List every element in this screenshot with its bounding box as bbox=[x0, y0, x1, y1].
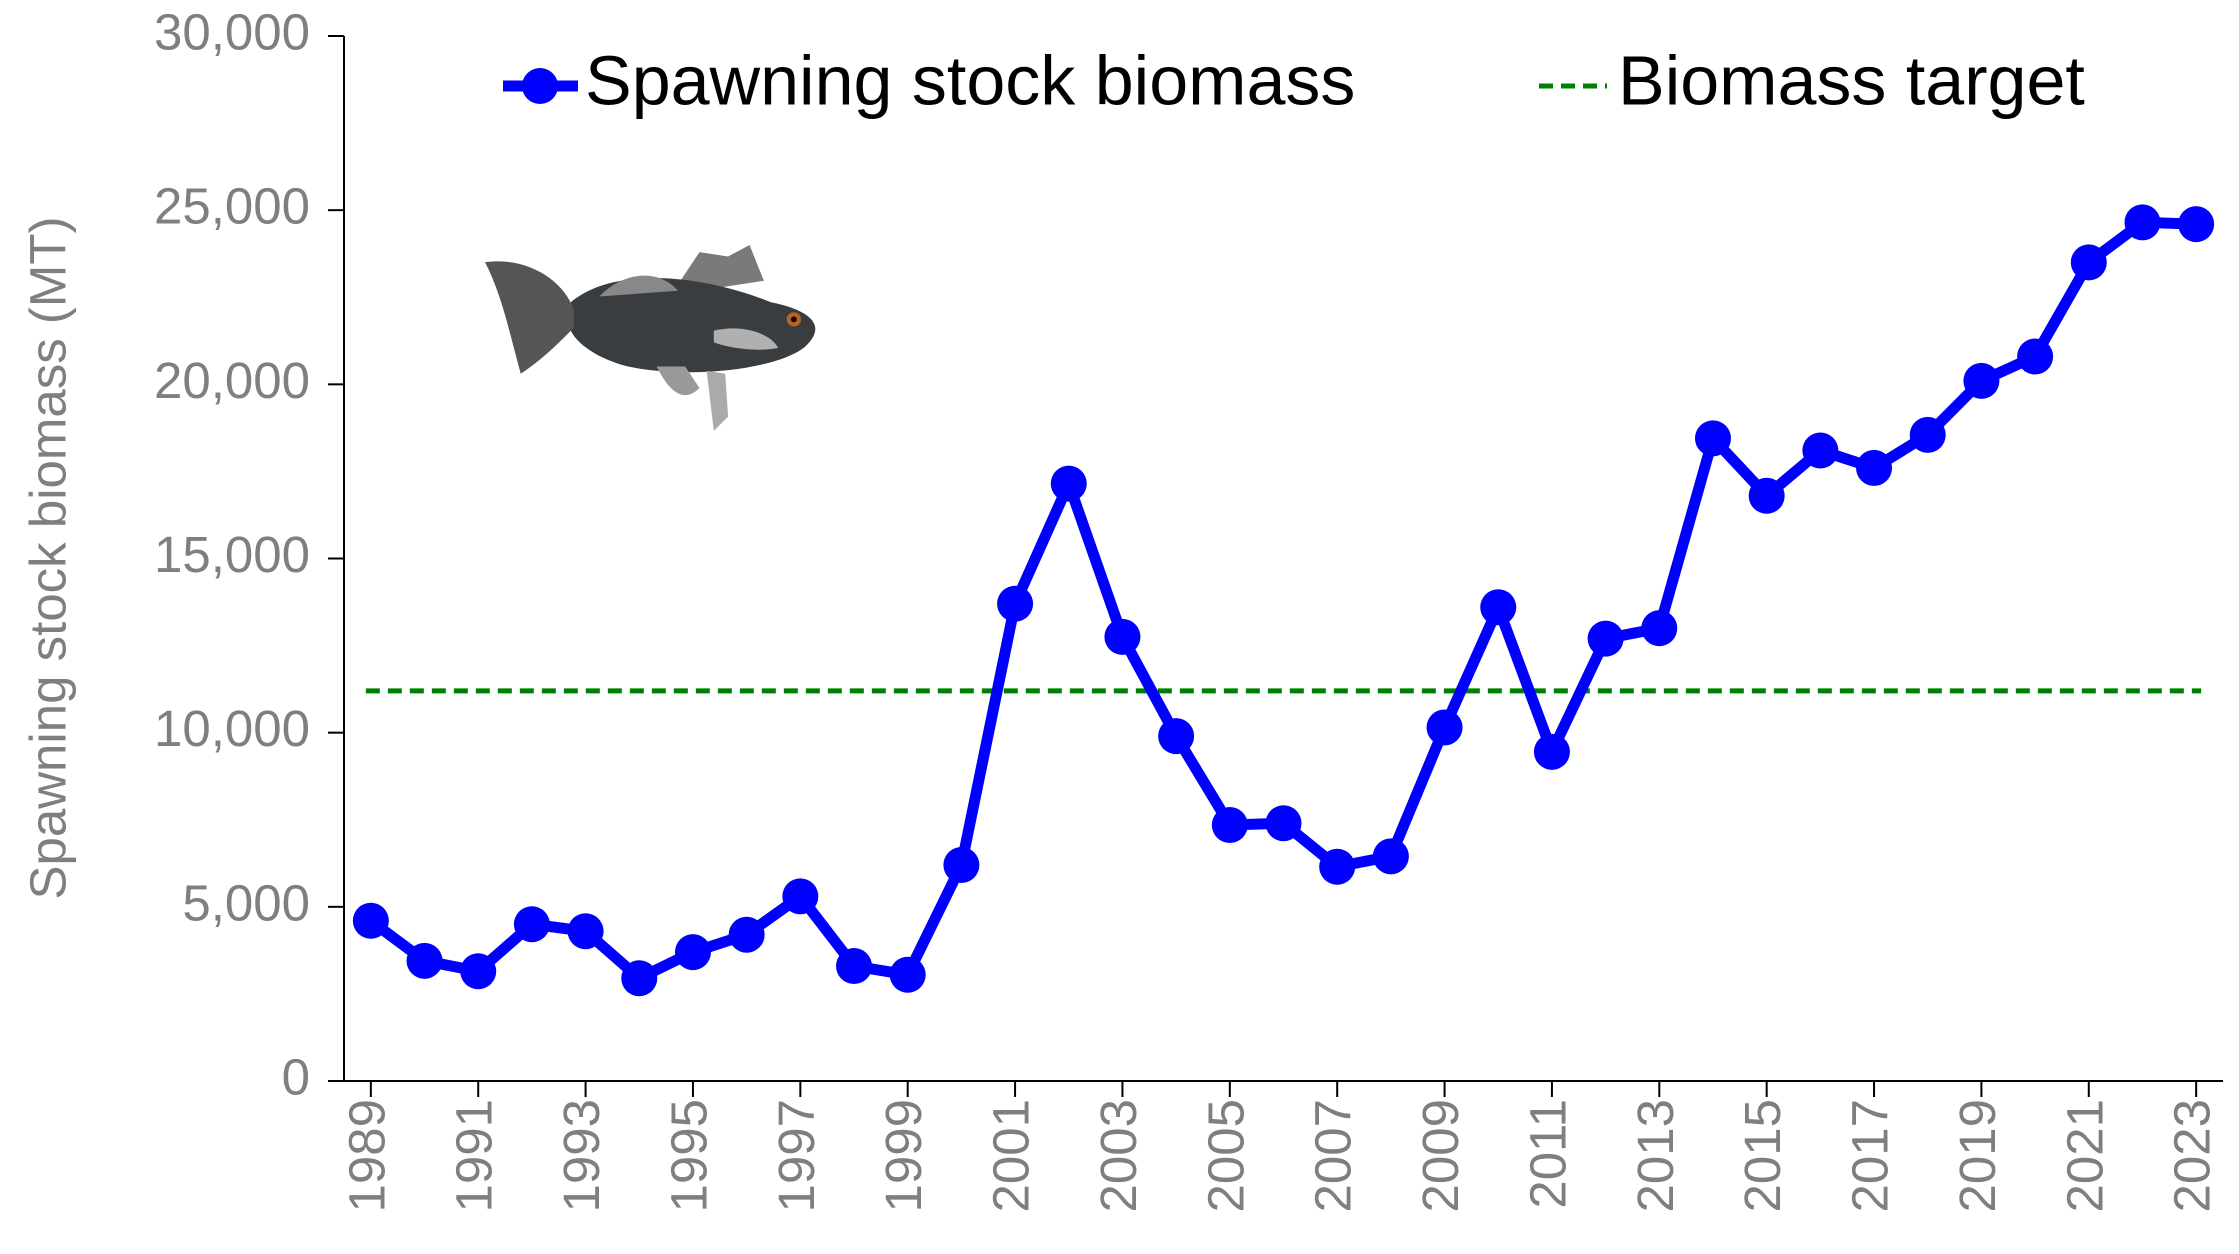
point bbox=[2178, 206, 2214, 242]
x-tick-label: 1989 bbox=[338, 1099, 395, 1212]
point bbox=[460, 953, 496, 989]
x-tick-label: 2021 bbox=[2056, 1099, 2113, 1212]
x-tick-label: 2001 bbox=[983, 1099, 1040, 1212]
point bbox=[1641, 610, 1677, 646]
x-tick-label: 2023 bbox=[2164, 1099, 2221, 1212]
x-tick-label: 2007 bbox=[1305, 1099, 1362, 1212]
point bbox=[568, 913, 604, 949]
y-tick-label: 30,000 bbox=[154, 3, 310, 60]
x-tick-label: 1995 bbox=[660, 1099, 717, 1212]
y-tick-label: 15,000 bbox=[154, 526, 310, 583]
x-tick-label: 2017 bbox=[1842, 1099, 1899, 1212]
point bbox=[997, 586, 1033, 622]
legend-label: Biomass target bbox=[1618, 41, 2085, 119]
x-tick-label: 2009 bbox=[1412, 1099, 1469, 1212]
x-tick-label: 2019 bbox=[1949, 1099, 2006, 1212]
point bbox=[1319, 849, 1355, 885]
point bbox=[1802, 433, 1838, 469]
x-tick-label: 2011 bbox=[1519, 1099, 1576, 1209]
x-tick-label: 2013 bbox=[1627, 1099, 1684, 1212]
point bbox=[1480, 589, 1516, 625]
point bbox=[1963, 363, 1999, 399]
x-tick-label: 1991 bbox=[446, 1099, 503, 1212]
chart: Spawning stock biomass (MT) 0 5,000 10,000… bbox=[0, 0, 2239, 1254]
y-tick-label: 5,000 bbox=[182, 874, 310, 931]
point bbox=[1588, 621, 1624, 657]
x-tick-label: 2003 bbox=[1090, 1099, 1147, 1212]
point bbox=[782, 878, 818, 914]
point bbox=[407, 943, 443, 979]
point bbox=[2071, 244, 2107, 280]
point bbox=[1695, 420, 1731, 456]
legend-marker bbox=[522, 68, 558, 104]
point bbox=[353, 903, 389, 939]
point bbox=[729, 917, 765, 953]
point bbox=[1749, 478, 1785, 514]
y-tick-label: 20,000 bbox=[154, 352, 310, 409]
point bbox=[1051, 466, 1087, 502]
y-tick-label: 0 bbox=[282, 1048, 310, 1105]
point bbox=[890, 957, 926, 993]
point bbox=[836, 948, 872, 984]
y-tick-label: 10,000 bbox=[154, 700, 310, 757]
page: {"chart_data": {"type": "line", "y_label… bbox=[0, 0, 2239, 1254]
point bbox=[1856, 450, 1892, 486]
x-tick-label: 1999 bbox=[875, 1099, 932, 1212]
x-tick-label: 1997 bbox=[768, 1099, 825, 1212]
fish-illustration bbox=[485, 245, 815, 431]
point bbox=[675, 934, 711, 970]
point bbox=[1373, 838, 1409, 874]
point bbox=[1910, 417, 1946, 453]
point bbox=[2124, 204, 2160, 240]
legend-label: Spawning stock biomass bbox=[585, 41, 1355, 119]
y-tick-label: 25,000 bbox=[154, 178, 310, 235]
point bbox=[1158, 718, 1194, 754]
point bbox=[943, 847, 979, 883]
point bbox=[621, 960, 657, 996]
point bbox=[1427, 709, 1463, 745]
y-axis-label: Spawning stock biomass (MT) bbox=[19, 216, 76, 899]
x-tick-label: 2015 bbox=[1734, 1099, 1791, 1212]
point bbox=[1104, 619, 1140, 655]
point bbox=[1534, 734, 1570, 770]
point bbox=[1266, 805, 1302, 841]
point bbox=[1212, 807, 1248, 843]
point bbox=[514, 906, 550, 942]
x-tick-label: 2005 bbox=[1197, 1099, 1254, 1212]
point bbox=[2017, 338, 2053, 374]
x-tick-label: 1993 bbox=[553, 1099, 610, 1212]
